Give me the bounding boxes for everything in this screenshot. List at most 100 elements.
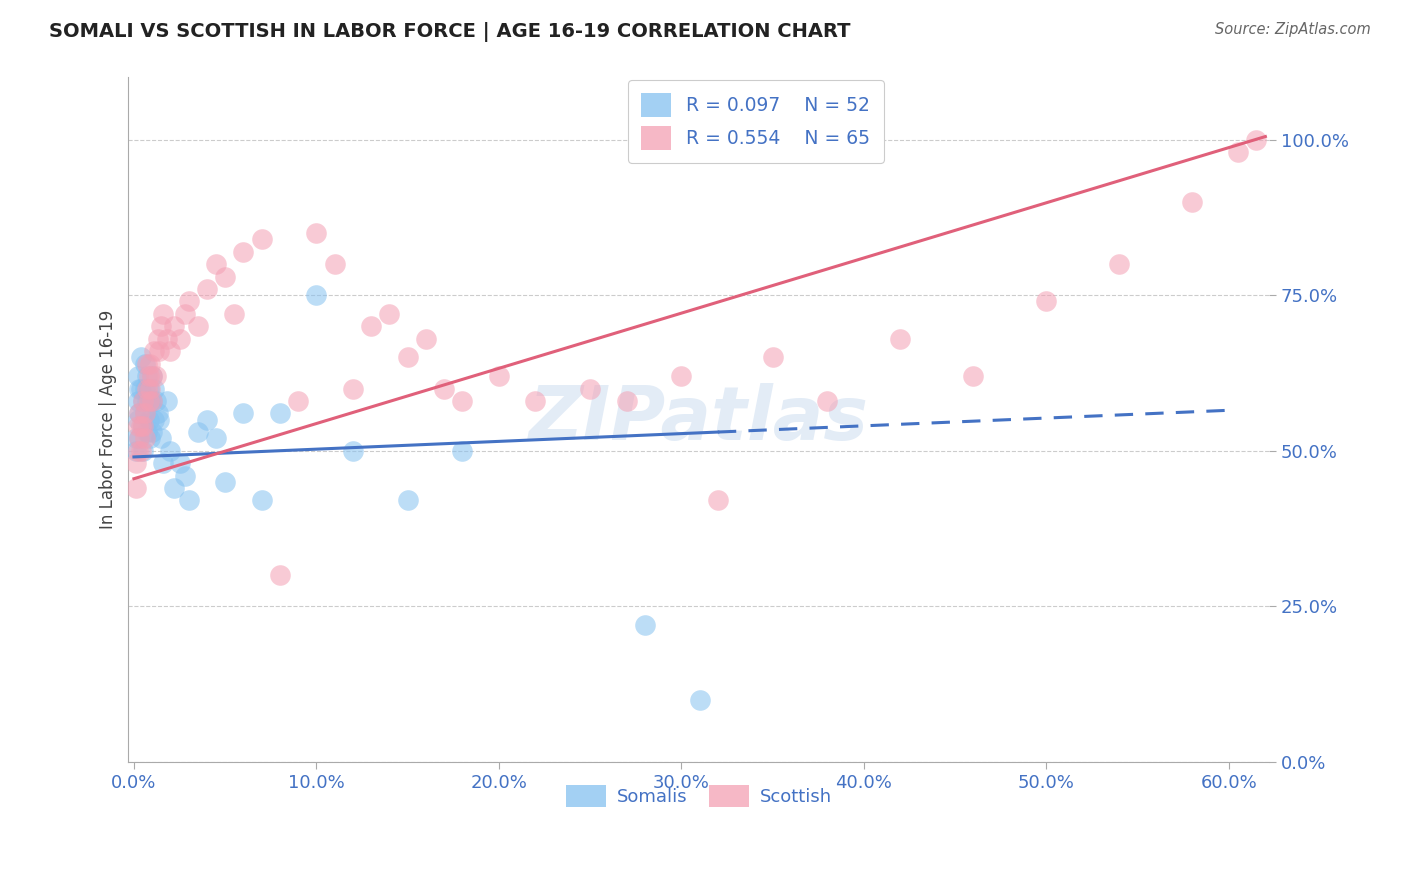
Point <box>143 382 166 396</box>
Point <box>148 344 170 359</box>
Point <box>127 418 149 433</box>
Point <box>707 493 730 508</box>
Point <box>134 406 156 420</box>
Point <box>128 382 150 396</box>
Point <box>616 393 638 408</box>
Point <box>127 393 149 408</box>
Point <box>159 443 181 458</box>
Point <box>287 393 309 408</box>
Point <box>138 382 160 396</box>
Point <box>214 269 236 284</box>
Point <box>205 431 228 445</box>
Point <box>134 406 156 420</box>
Point <box>396 493 419 508</box>
Point <box>232 406 254 420</box>
Point <box>138 369 160 384</box>
Point <box>134 382 156 396</box>
Point <box>141 393 163 408</box>
Point <box>156 393 179 408</box>
Point <box>360 319 382 334</box>
Point <box>205 257 228 271</box>
Point <box>187 319 209 334</box>
Point <box>1181 194 1204 209</box>
Point <box>269 568 291 582</box>
Point <box>135 425 157 439</box>
Point <box>762 351 785 365</box>
Text: Source: ZipAtlas.com: Source: ZipAtlas.com <box>1215 22 1371 37</box>
Point <box>152 456 174 470</box>
Point <box>141 393 163 408</box>
Point <box>177 493 200 508</box>
Point <box>305 288 328 302</box>
Point <box>156 332 179 346</box>
Point <box>129 418 152 433</box>
Legend: Somalis, Scottish: Somalis, Scottish <box>558 778 839 814</box>
Point <box>689 692 711 706</box>
Point <box>143 344 166 359</box>
Point <box>146 406 169 420</box>
Point <box>150 319 173 334</box>
Point <box>323 257 346 271</box>
Point <box>145 369 167 384</box>
Point <box>889 332 911 346</box>
Point <box>139 382 162 396</box>
Point <box>141 369 163 384</box>
Point <box>415 332 437 346</box>
Point <box>524 393 547 408</box>
Text: ZIPatlas: ZIPatlas <box>529 383 869 456</box>
Point <box>152 307 174 321</box>
Point <box>1244 133 1267 147</box>
Point <box>138 393 160 408</box>
Point <box>305 226 328 240</box>
Point <box>139 431 162 445</box>
Point <box>451 443 474 458</box>
Point <box>135 393 157 408</box>
Point <box>125 443 148 458</box>
Text: SOMALI VS SCOTTISH IN LABOR FORCE | AGE 16-19 CORRELATION CHART: SOMALI VS SCOTTISH IN LABOR FORCE | AGE … <box>49 22 851 42</box>
Point <box>128 406 150 420</box>
Point <box>129 382 152 396</box>
Point <box>342 382 364 396</box>
Point <box>148 412 170 426</box>
Point <box>174 307 197 321</box>
Point <box>127 412 149 426</box>
Point <box>174 468 197 483</box>
Point <box>150 431 173 445</box>
Point <box>1035 294 1057 309</box>
Point <box>169 332 191 346</box>
Point <box>342 443 364 458</box>
Point <box>141 425 163 439</box>
Point <box>451 393 474 408</box>
Point <box>143 412 166 426</box>
Point <box>135 357 157 371</box>
Point <box>378 307 401 321</box>
Point <box>169 456 191 470</box>
Point <box>125 481 148 495</box>
Point <box>159 344 181 359</box>
Point <box>671 369 693 384</box>
Point <box>125 431 148 445</box>
Point <box>250 232 273 246</box>
Y-axis label: In Labor Force | Age 16-19: In Labor Force | Age 16-19 <box>100 310 117 529</box>
Point <box>815 393 838 408</box>
Point <box>132 443 155 458</box>
Point <box>177 294 200 309</box>
Point <box>135 369 157 384</box>
Point <box>1227 145 1250 160</box>
Point <box>134 357 156 371</box>
Point <box>128 431 150 445</box>
Point <box>139 393 162 408</box>
Point <box>579 382 602 396</box>
Point <box>634 618 657 632</box>
Point <box>129 351 152 365</box>
Point <box>962 369 984 384</box>
Point <box>127 443 149 458</box>
Point <box>125 456 148 470</box>
Point <box>127 369 149 384</box>
Point <box>1108 257 1130 271</box>
Point <box>128 406 150 420</box>
Point <box>128 431 150 445</box>
Point <box>187 425 209 439</box>
Point <box>129 443 152 458</box>
Point <box>132 393 155 408</box>
